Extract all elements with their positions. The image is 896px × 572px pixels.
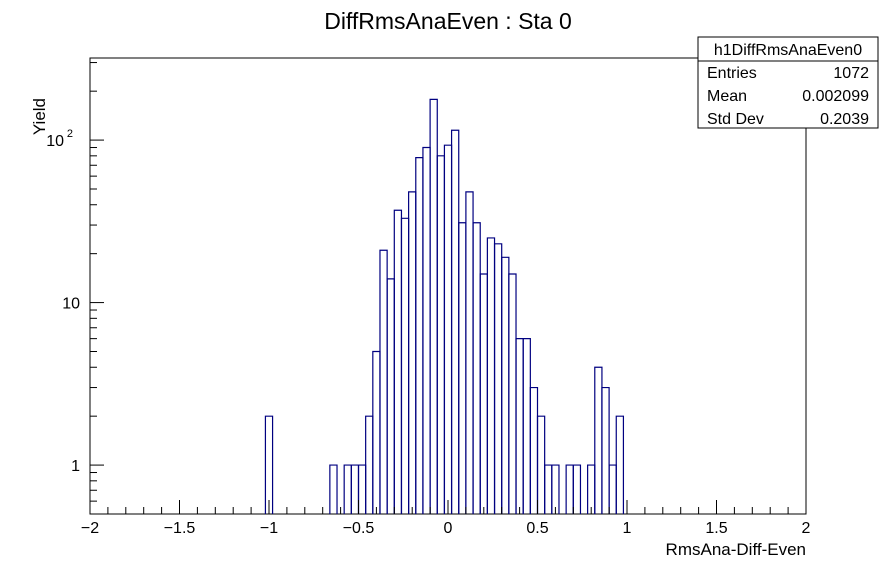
stats-label-std-dev: Std Dev (707, 111, 764, 128)
y-tick-exponent: 2 (67, 128, 73, 140)
histogram-bin (264, 415, 274, 514)
histogram-bin (465, 191, 474, 514)
histogram-bins (264, 98, 625, 514)
histogram-bin (544, 464, 553, 514)
histogram-bin (536, 415, 546, 514)
stats-value-mean: 0.002099 (802, 88, 869, 105)
stats-box: h1DiffRmsAnaEven0 Entries 1072 Mean 0.00… (697, 36, 879, 129)
histogram-bin (443, 144, 453, 514)
histogram-bin (479, 273, 488, 514)
histogram-bin (486, 237, 496, 514)
histogram-bin (565, 464, 574, 514)
histogram-bin (608, 464, 617, 514)
histogram-bin (458, 222, 467, 514)
x-tick-label: 2 (802, 520, 811, 537)
histogram-bin (615, 415, 625, 514)
histogram-bin (343, 464, 352, 514)
histogram-bin (408, 191, 417, 514)
histogram-bin (522, 338, 531, 514)
x-tick-label: 1 (623, 520, 632, 537)
histogram-bin (400, 217, 410, 514)
stats-value-std-dev: 0.2039 (820, 111, 869, 128)
stats-box-frame (697, 36, 879, 129)
y-tick-label: 10 (46, 133, 64, 150)
histogram-bin (429, 98, 438, 514)
x-tick-label: −2 (81, 520, 99, 537)
histogram-bin (393, 209, 403, 514)
x-axis-title: RmsAna-Diff-Even (666, 540, 806, 559)
x-tick-label: 0.5 (526, 520, 548, 537)
y-tick-label: 10 (62, 296, 80, 313)
histogram-bin (450, 129, 460, 514)
histogram-bin (415, 157, 424, 514)
chart-title: DiffRmsAnaEven : Sta 0 (324, 8, 572, 34)
stats-label-mean: Mean (707, 88, 747, 105)
histogram-bin (357, 464, 367, 514)
histogram-bin (587, 464, 596, 514)
x-tick-label: 0 (444, 520, 453, 537)
histogram-bin (529, 386, 539, 514)
histogram-bin (372, 350, 381, 514)
x-tick-label: 1.5 (705, 520, 727, 537)
x-tick-label: −1 (260, 520, 278, 537)
histogram-bin (493, 243, 503, 514)
x-tick-label: −1.5 (164, 520, 196, 537)
histogram-bin (601, 386, 610, 514)
histogram-bin (508, 273, 517, 514)
histogram-bin (350, 464, 360, 514)
histogram-bin (365, 415, 374, 514)
histogram-bin (386, 278, 395, 514)
histogram-bin (594, 366, 603, 514)
histogram-bin (422, 146, 431, 514)
histogram-bin (472, 222, 481, 514)
x-tick-label: −0.5 (343, 520, 375, 537)
stats-box-name: h1DiffRmsAnaEven0 (714, 42, 862, 59)
histogram-bin (572, 464, 582, 514)
stats-label-entries: Entries (707, 65, 757, 82)
histogram-bin (379, 249, 388, 514)
histogram-bin (515, 338, 524, 514)
y-axis-title: Yield (30, 98, 49, 135)
x-axis-ticks: −2 −1.5 −1 −0.5 0 0.5 1 1.5 2 (81, 500, 811, 537)
histogram-bin (551, 464, 560, 514)
stats-value-entries: 1072 (833, 65, 869, 82)
histogram-bin (436, 155, 446, 514)
histogram-bin (501, 256, 510, 514)
y-tick-label: 1 (71, 458, 80, 475)
histogram-bin (329, 464, 338, 514)
